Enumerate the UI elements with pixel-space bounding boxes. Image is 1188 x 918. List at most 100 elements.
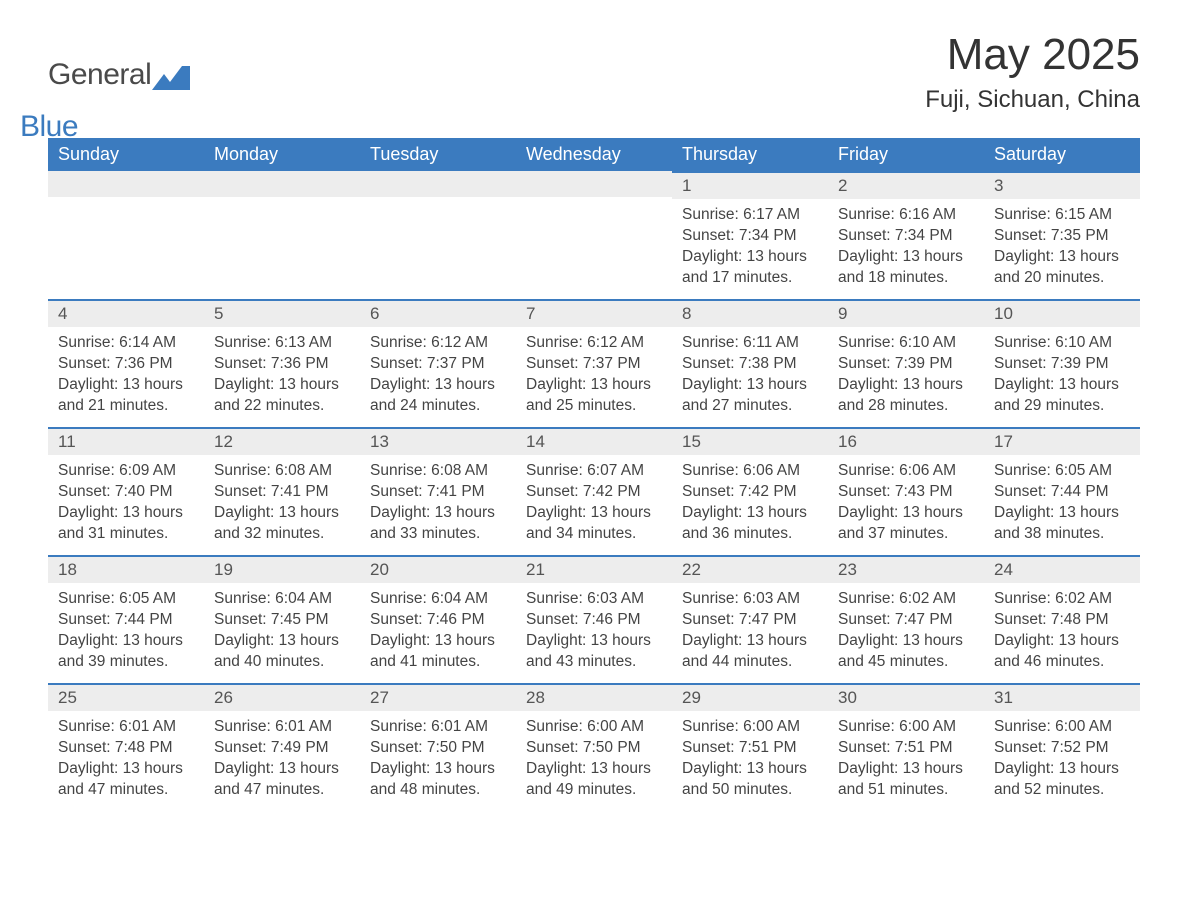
sunrise-text: Sunrise: 6:05 AM [994,461,1130,482]
day-number: 25 [48,683,204,711]
day-details: Sunrise: 6:01 AMSunset: 7:49 PMDaylight:… [204,711,360,811]
calendar-day: 26Sunrise: 6:01 AMSunset: 7:49 PMDayligh… [204,683,360,811]
sunset-text: Sunset: 7:36 PM [58,354,194,375]
day-number: 29 [672,683,828,711]
calendar-week: 4Sunrise: 6:14 AMSunset: 7:36 PMDaylight… [48,299,1140,427]
sunrise-text: Sunrise: 6:08 AM [214,461,350,482]
sunset-text: Sunset: 7:46 PM [370,610,506,631]
calendar-day: 8Sunrise: 6:11 AMSunset: 7:38 PMDaylight… [672,299,828,427]
calendar-day: 19Sunrise: 6:04 AMSunset: 7:45 PMDayligh… [204,555,360,683]
sunrise-text: Sunrise: 6:06 AM [838,461,974,482]
calendar-body: 1Sunrise: 6:17 AMSunset: 7:34 PMDaylight… [48,171,1140,811]
calendar-day: 4Sunrise: 6:14 AMSunset: 7:36 PMDaylight… [48,299,204,427]
day-details: Sunrise: 6:10 AMSunset: 7:39 PMDaylight:… [984,327,1140,427]
sunrise-text: Sunrise: 6:10 AM [994,333,1130,354]
daylight-text: Daylight: 13 hours and 36 minutes. [682,503,818,545]
sunset-text: Sunset: 7:41 PM [214,482,350,503]
day-details: Sunrise: 6:09 AMSunset: 7:40 PMDaylight:… [48,455,204,555]
calendar-day: 10Sunrise: 6:10 AMSunset: 7:39 PMDayligh… [984,299,1140,427]
sunset-text: Sunset: 7:44 PM [994,482,1130,503]
sunset-text: Sunset: 7:50 PM [370,738,506,759]
day-number: 12 [204,427,360,455]
day-details: Sunrise: 6:08 AMSunset: 7:41 PMDaylight:… [204,455,360,555]
logo-chart-icon [152,77,190,94]
daylight-text: Daylight: 13 hours and 28 minutes. [838,375,974,417]
day-details: Sunrise: 6:06 AMSunset: 7:43 PMDaylight:… [828,455,984,555]
day-number: 14 [516,427,672,455]
calendar-day: 17Sunrise: 6:05 AMSunset: 7:44 PMDayligh… [984,427,1140,555]
daylight-text: Daylight: 13 hours and 37 minutes. [838,503,974,545]
day-details: Sunrise: 6:17 AMSunset: 7:34 PMDaylight:… [672,199,828,299]
day-number: 5 [204,299,360,327]
day-number: 22 [672,555,828,583]
empty-day-header [48,171,204,197]
sunrise-text: Sunrise: 6:00 AM [838,717,974,738]
daylight-text: Daylight: 13 hours and 39 minutes. [58,631,194,673]
sunrise-text: Sunrise: 6:11 AM [682,333,818,354]
calendar-day: 3Sunrise: 6:15 AMSunset: 7:35 PMDaylight… [984,171,1140,299]
sunrise-text: Sunrise: 6:17 AM [682,205,818,226]
sunset-text: Sunset: 7:38 PM [682,354,818,375]
calendar-day: 31Sunrise: 6:00 AMSunset: 7:52 PMDayligh… [984,683,1140,811]
calendar-day: 21Sunrise: 6:03 AMSunset: 7:46 PMDayligh… [516,555,672,683]
sunset-text: Sunset: 7:41 PM [370,482,506,503]
day-number: 13 [360,427,516,455]
daylight-text: Daylight: 13 hours and 46 minutes. [994,631,1130,673]
daylight-text: Daylight: 13 hours and 44 minutes. [682,631,818,673]
day-details: Sunrise: 6:16 AMSunset: 7:34 PMDaylight:… [828,199,984,299]
calendar-day: 23Sunrise: 6:02 AMSunset: 7:47 PMDayligh… [828,555,984,683]
day-header: Saturday [984,138,1140,171]
sunset-text: Sunset: 7:39 PM [838,354,974,375]
calendar-day: 15Sunrise: 6:06 AMSunset: 7:42 PMDayligh… [672,427,828,555]
sunset-text: Sunset: 7:46 PM [526,610,662,631]
empty-day-header [204,171,360,197]
daylight-text: Daylight: 13 hours and 48 minutes. [370,759,506,801]
daylight-text: Daylight: 13 hours and 43 minutes. [526,631,662,673]
calendar-day-empty [204,171,360,299]
calendar-day: 6Sunrise: 6:12 AMSunset: 7:37 PMDaylight… [360,299,516,427]
day-details: Sunrise: 6:01 AMSunset: 7:50 PMDaylight:… [360,711,516,811]
day-details: Sunrise: 6:03 AMSunset: 7:47 PMDaylight:… [672,583,828,683]
day-header: Monday [204,138,360,171]
day-header: Wednesday [516,138,672,171]
day-number: 26 [204,683,360,711]
sunset-text: Sunset: 7:42 PM [682,482,818,503]
day-details: Sunrise: 6:05 AMSunset: 7:44 PMDaylight:… [984,455,1140,555]
calendar-day: 28Sunrise: 6:00 AMSunset: 7:50 PMDayligh… [516,683,672,811]
daylight-text: Daylight: 13 hours and 45 minutes. [838,631,974,673]
sunset-text: Sunset: 7:36 PM [214,354,350,375]
sunset-text: Sunset: 7:50 PM [526,738,662,759]
day-number: 27 [360,683,516,711]
daylight-text: Daylight: 13 hours and 18 minutes. [838,247,974,289]
calendar-day: 7Sunrise: 6:12 AMSunset: 7:37 PMDaylight… [516,299,672,427]
daylight-text: Daylight: 13 hours and 29 minutes. [994,375,1130,417]
calendar-day: 25Sunrise: 6:01 AMSunset: 7:48 PMDayligh… [48,683,204,811]
calendar-day: 5Sunrise: 6:13 AMSunset: 7:36 PMDaylight… [204,299,360,427]
day-number: 1 [672,171,828,199]
sunrise-text: Sunrise: 6:03 AM [682,589,818,610]
calendar-table: SundayMondayTuesdayWednesdayThursdayFrid… [48,138,1140,811]
day-details: Sunrise: 6:06 AMSunset: 7:42 PMDaylight:… [672,455,828,555]
sunrise-text: Sunrise: 6:02 AM [838,589,974,610]
day-details: Sunrise: 6:01 AMSunset: 7:48 PMDaylight:… [48,711,204,811]
day-number: 19 [204,555,360,583]
day-details: Sunrise: 6:05 AMSunset: 7:44 PMDaylight:… [48,583,204,683]
sunset-text: Sunset: 7:39 PM [994,354,1130,375]
calendar-day: 22Sunrise: 6:03 AMSunset: 7:47 PMDayligh… [672,555,828,683]
sunset-text: Sunset: 7:49 PM [214,738,350,759]
daylight-text: Daylight: 13 hours and 32 minutes. [214,503,350,545]
daylight-text: Daylight: 13 hours and 22 minutes. [214,375,350,417]
day-number: 6 [360,299,516,327]
day-details: Sunrise: 6:04 AMSunset: 7:46 PMDaylight:… [360,583,516,683]
header: General Blue May 2025 Fuji, Sichuan, Chi… [48,30,1140,126]
sunset-text: Sunset: 7:44 PM [58,610,194,631]
day-details: Sunrise: 6:12 AMSunset: 7:37 PMDaylight:… [516,327,672,427]
calendar-week: 1Sunrise: 6:17 AMSunset: 7:34 PMDaylight… [48,171,1140,299]
logo: General Blue [48,30,194,126]
day-number: 11 [48,427,204,455]
sunset-text: Sunset: 7:37 PM [370,354,506,375]
calendar-day: 18Sunrise: 6:05 AMSunset: 7:44 PMDayligh… [48,555,204,683]
day-number: 20 [360,555,516,583]
day-details: Sunrise: 6:11 AMSunset: 7:38 PMDaylight:… [672,327,828,427]
calendar-day: 30Sunrise: 6:00 AMSunset: 7:51 PMDayligh… [828,683,984,811]
